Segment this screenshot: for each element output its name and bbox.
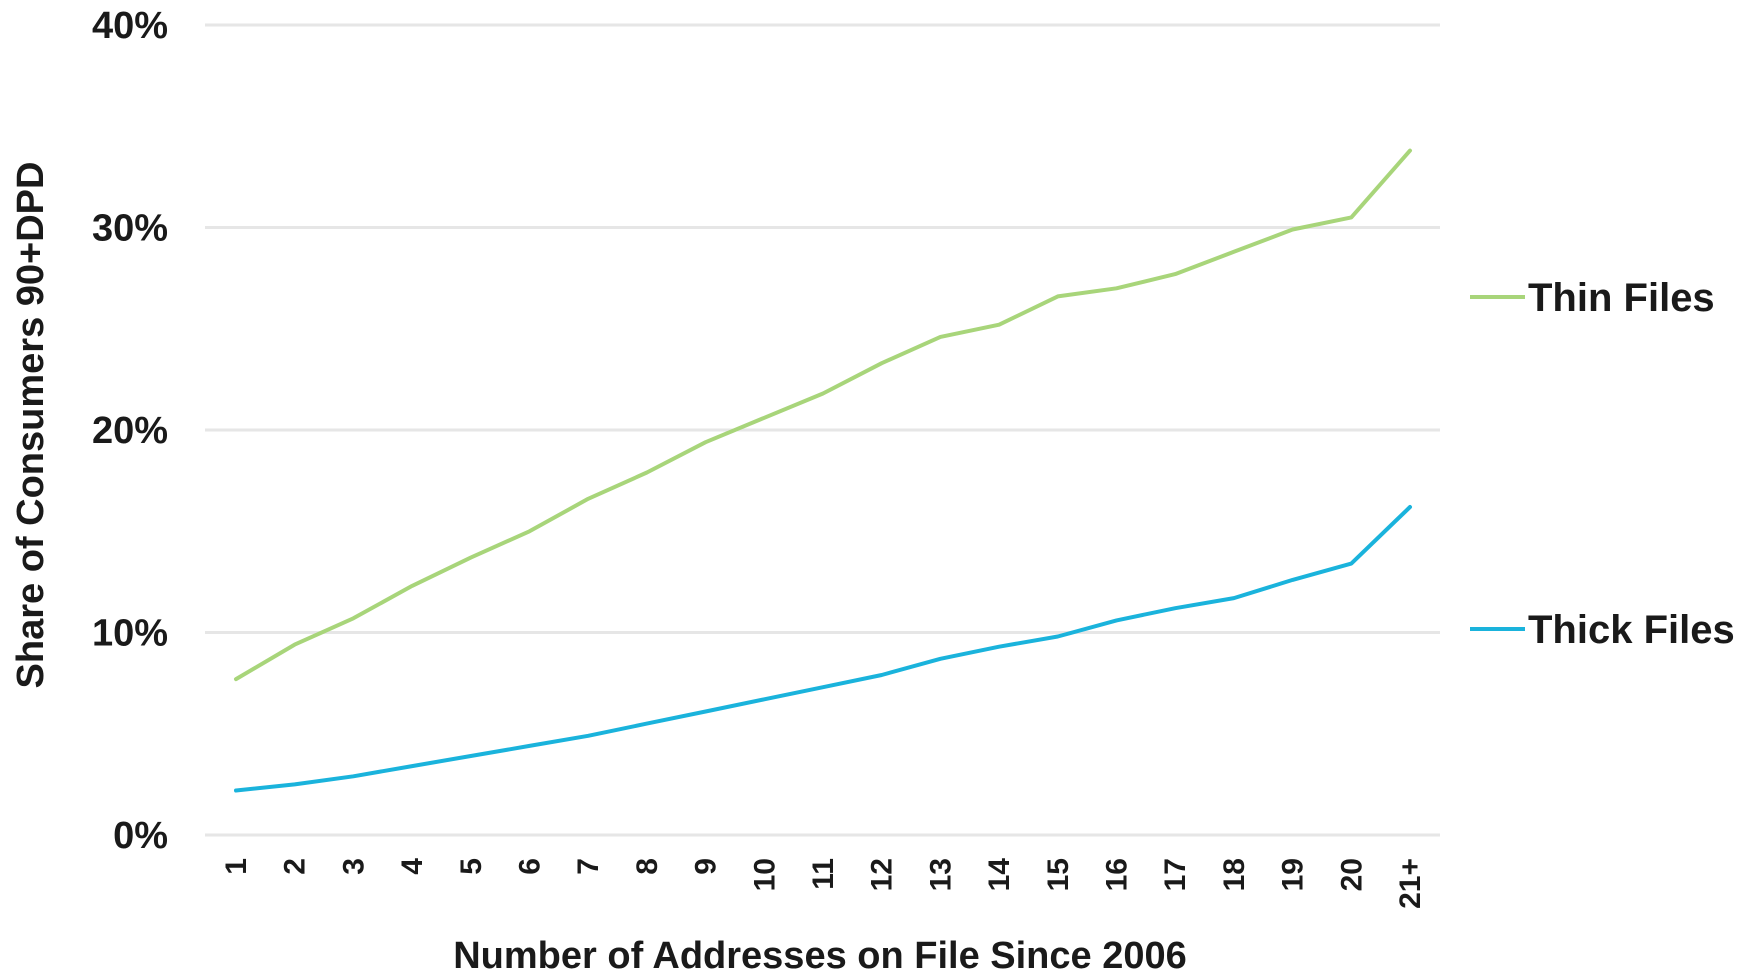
- y-axis-label: Share of Consumers 90+DPD: [10, 162, 52, 689]
- x-tick-label: 3: [337, 858, 370, 875]
- y-tick-label: 40%: [92, 5, 168, 47]
- y-axis-ticks: 0% 10% 20% 30% 40%: [92, 5, 168, 857]
- x-tick-label: 21+: [1394, 858, 1427, 909]
- x-tick-label: 5: [455, 858, 488, 875]
- x-tick-label: 19: [1277, 858, 1310, 891]
- x-tick-label: 1: [220, 858, 253, 875]
- x-tick-label: 10: [748, 858, 781, 891]
- legend-label: Thick Files: [1528, 608, 1735, 652]
- x-tick-label: 4: [396, 858, 429, 875]
- x-tick-label: 8: [631, 858, 664, 875]
- y-tick-label: 10%: [92, 613, 168, 655]
- series-line-thin-files: [234, 148, 1412, 682]
- legend-label: Thin Files: [1528, 276, 1715, 320]
- x-axis-label: Number of Addresses on File Since 2006: [453, 935, 1187, 977]
- series-line-thick-files: [234, 505, 1412, 793]
- x-tick-label: 6: [514, 858, 547, 875]
- x-tick-label: 14: [983, 858, 1016, 892]
- x-tick-label: 2: [279, 858, 312, 875]
- x-tick-label: 15: [1042, 858, 1075, 891]
- x-tick-label: 9: [690, 858, 723, 875]
- x-tick-label: 16: [1101, 858, 1134, 891]
- x-tick-label: 17: [1159, 858, 1192, 891]
- x-tick-label: 13: [924, 858, 957, 891]
- x-tick-label: 7: [572, 858, 605, 875]
- legend: Thin Files Thick Files: [1470, 276, 1735, 652]
- x-tick-label: 11: [807, 858, 840, 890]
- y-tick-label: 30%: [92, 208, 168, 250]
- x-axis-ticks: 1 2 3 4 5 6 7 8 9 10 11 12 13 14 15 16 17 18 19 20 21+: [220, 858, 1427, 909]
- x-tick-label: 20: [1335, 858, 1368, 891]
- y-tick-label: 20%: [92, 410, 168, 452]
- y-tick-label: 0%: [113, 815, 168, 857]
- x-tick-label: 18: [1218, 858, 1251, 891]
- grid-lines: [205, 23, 1440, 837]
- series-lines: [234, 148, 1412, 793]
- x-tick-label: 12: [866, 858, 899, 891]
